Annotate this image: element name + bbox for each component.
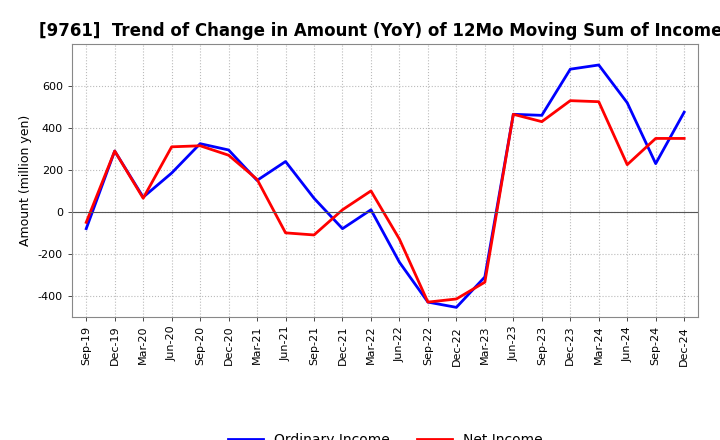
Ordinary Income [110,148,119,154]
Line: Net Income: Net Income [86,101,684,302]
Ordinary Income [537,113,546,118]
Net Income [196,143,204,148]
Net Income [167,144,176,150]
Ordinary Income [366,207,375,213]
Ordinary Income [395,260,404,265]
Net Income [282,230,290,235]
Net Income [253,177,261,182]
Ordinary Income [310,196,318,201]
Net Income [509,112,518,117]
Net Income [225,153,233,158]
Ordinary Income [139,194,148,200]
Net Income [652,136,660,141]
Net Income [480,279,489,285]
Net Income [595,99,603,104]
Net Income [110,148,119,154]
Ordinary Income [480,274,489,279]
Title: [9761]  Trend of Change in Amount (YoY) of 12Mo Moving Sum of Incomes: [9761] Trend of Change in Amount (YoY) o… [38,22,720,40]
Ordinary Income [452,305,461,310]
Ordinary Income [253,178,261,183]
Net Income [366,188,375,194]
Net Income [310,232,318,238]
Ordinary Income [423,300,432,305]
Ordinary Income [566,66,575,72]
Ordinary Income [82,226,91,231]
Net Income [566,98,575,103]
Ordinary Income [509,112,518,117]
Net Income [623,162,631,167]
Net Income [338,207,347,213]
Net Income [395,237,404,242]
Ordinary Income [167,170,176,176]
Net Income [82,220,91,225]
Net Income [139,196,148,201]
Net Income [423,300,432,305]
Net Income [452,296,461,301]
Ordinary Income [282,159,290,164]
Ordinary Income [680,110,688,115]
Ordinary Income [225,147,233,153]
Y-axis label: Amount (million yen): Amount (million yen) [19,115,32,246]
Ordinary Income [196,141,204,147]
Net Income [537,119,546,124]
Ordinary Income [652,161,660,166]
Line: Ordinary Income: Ordinary Income [86,65,684,308]
Ordinary Income [623,100,631,106]
Ordinary Income [338,226,347,231]
Legend: Ordinary Income, Net Income: Ordinary Income, Net Income [222,427,548,440]
Ordinary Income [595,62,603,68]
Net Income [680,136,688,141]
